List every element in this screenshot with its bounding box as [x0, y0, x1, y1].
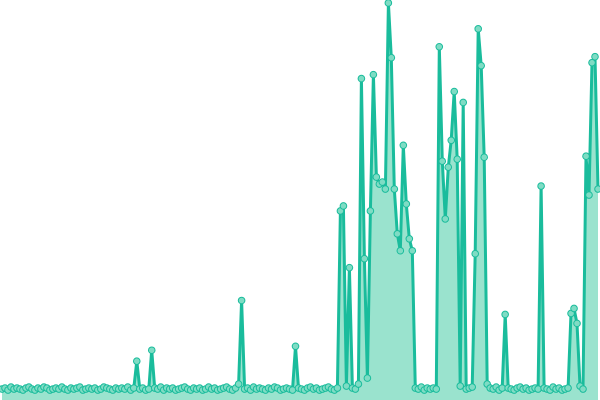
data-point: [132, 357, 141, 365]
data-point: [291, 342, 300, 351]
data-point: [147, 346, 156, 355]
data-point: [459, 98, 468, 107]
data-point: [357, 74, 366, 83]
data-point: [591, 52, 599, 61]
data-point: [447, 136, 456, 145]
data-point: [366, 207, 375, 215]
data-point: [390, 185, 399, 193]
data-point: [441, 215, 450, 223]
data-point: [354, 380, 363, 388]
data-point: [594, 185, 600, 193]
data-point: [573, 319, 581, 328]
data-point: [345, 263, 354, 272]
data-point: [360, 254, 369, 263]
data-point: [453, 155, 462, 163]
area-fill: [2, 3, 598, 400]
data-point: [399, 141, 408, 150]
data-point: [363, 374, 372, 382]
data-point: [471, 249, 480, 258]
data-point: [477, 61, 485, 70]
data-point: [456, 382, 465, 390]
data-point: [381, 185, 390, 193]
data-point: [570, 304, 578, 313]
data-point: [333, 384, 342, 392]
data-point: [564, 384, 572, 392]
data-point: [369, 70, 378, 79]
data-point: [588, 58, 596, 67]
data-point: [387, 53, 396, 62]
data-point: [474, 25, 483, 33]
data-point: [234, 380, 243, 388]
data-point: [537, 182, 545, 190]
data-point: [450, 87, 459, 96]
data-point: [402, 200, 411, 208]
series-line: [1, 1, 600, 392]
data-point: [372, 173, 381, 181]
data-point: [237, 296, 246, 305]
data-point: [438, 157, 447, 165]
data-point: [396, 246, 405, 255]
data-point: [129, 384, 138, 392]
data-point: [435, 42, 444, 51]
data-point: [579, 385, 587, 393]
data-point: [339, 202, 348, 210]
data-point: [480, 153, 488, 162]
data-point: [585, 191, 593, 199]
data-point: [432, 385, 441, 393]
data-point: [468, 383, 477, 391]
data-point: [444, 163, 453, 171]
data-point: [393, 230, 402, 238]
data-point: [582, 152, 590, 161]
data-point: [144, 385, 153, 393]
data-point: [408, 246, 417, 255]
data-point: [534, 385, 542, 393]
data-point: [378, 178, 387, 186]
data-point: [384, 0, 393, 7]
data-point: [501, 310, 509, 319]
data-point: [405, 235, 414, 243]
